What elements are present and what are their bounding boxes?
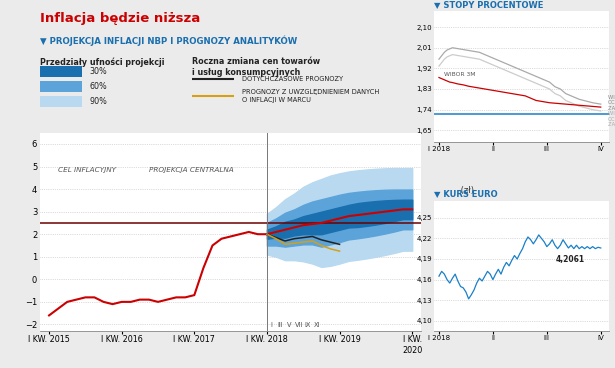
Text: ▼ KURS EURO: ▼ KURS EURO bbox=[434, 190, 497, 198]
Text: WIBOR 3M
OCZEKIWANY
ZA 12 MIESIĘCY: WIBOR 3M OCZEKIWANY ZA 12 MIESIĘCY bbox=[608, 111, 615, 127]
Text: WIBOR 3M: WIBOR 3M bbox=[445, 72, 476, 77]
Text: 90%: 90% bbox=[90, 96, 108, 106]
Text: 60%: 60% bbox=[90, 82, 107, 91]
Text: 4,2061: 4,2061 bbox=[555, 255, 585, 264]
Text: ▼ PROJEKCJA INFLACJI NBP I PROGNOZY ANALITYKÓW: ▼ PROJEKCJA INFLACJI NBP I PROGNOZY ANAL… bbox=[40, 35, 297, 46]
Text: 30%: 30% bbox=[90, 67, 107, 77]
Text: DOTYCHCZASOWE PROGNOZY: DOTYCHCZASOWE PROGNOZY bbox=[242, 76, 343, 82]
Text: ▼ STOPY PROCENTOWE: ▼ STOPY PROCENTOWE bbox=[434, 0, 543, 9]
Text: Roczna zmiana cen towarów
i usług konsumpcyjnych: Roczna zmiana cen towarów i usług konsum… bbox=[192, 57, 320, 77]
Text: I: I bbox=[271, 322, 272, 329]
Text: III: III bbox=[278, 322, 284, 329]
Text: PROJEKCJA CENTRALNA: PROJEKCJA CENTRALNA bbox=[149, 167, 234, 173]
Text: WIBOR 3M
OCZEKIWANY
ZA 9 MIESIĘCY: WIBOR 3M OCZEKIWANY ZA 9 MIESIĘCY bbox=[608, 95, 615, 111]
Text: IX: IX bbox=[304, 322, 311, 329]
Text: PROGNOZY Z UWZGLĘDNIENIEM DANYCH
O INFLACJI W MARCU: PROGNOZY Z UWZGLĘDNIENIEM DANYCH O INFLA… bbox=[242, 89, 379, 103]
FancyBboxPatch shape bbox=[40, 96, 82, 107]
Text: Przedziały ufności projekcji: Przedziały ufności projekcji bbox=[40, 57, 164, 67]
Text: (zł): (zł) bbox=[458, 186, 474, 195]
Text: VII: VII bbox=[295, 322, 303, 329]
Text: CEL INFLACYJNY: CEL INFLACYJNY bbox=[58, 167, 116, 173]
FancyBboxPatch shape bbox=[40, 81, 82, 92]
FancyBboxPatch shape bbox=[40, 66, 82, 77]
Text: Inflacja będzie niższa: Inflacja będzie niższa bbox=[40, 12, 200, 25]
Text: V: V bbox=[287, 322, 292, 329]
Text: XI: XI bbox=[314, 322, 320, 329]
